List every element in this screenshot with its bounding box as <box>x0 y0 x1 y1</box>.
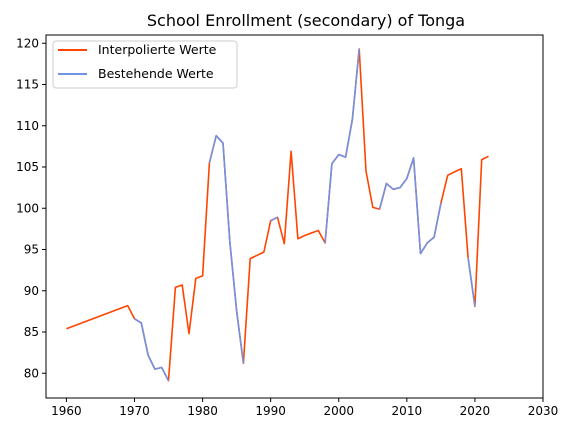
legend-box <box>52 40 238 89</box>
plot-frame <box>45 34 544 399</box>
x-tick-label: 1990 <box>255 404 286 418</box>
legend: Interpolierte Werte Bestehende Werte <box>52 40 238 89</box>
series-line-existing <box>134 318 170 382</box>
y-tick-label: 90 <box>24 284 39 298</box>
y-tick-label: 100 <box>16 201 39 215</box>
series-line-existing <box>208 134 245 364</box>
series-line-existing <box>270 216 278 222</box>
x-tick-label: 2030 <box>528 404 559 418</box>
y-tick-label: 80 <box>24 366 39 380</box>
y-tick-label: 120 <box>16 36 39 50</box>
x-tick-label: 2020 <box>460 404 491 418</box>
y-tick-label: 85 <box>24 325 39 339</box>
series-line-existing <box>324 48 360 243</box>
y-tick-label: 110 <box>16 119 39 133</box>
chart-title: School Enrollment (secondary) of Tonga <box>147 11 465 30</box>
y-tick-label: 105 <box>16 160 39 174</box>
y-tick-label: 115 <box>16 78 39 92</box>
series-line-existing <box>378 157 442 255</box>
series-line-interpolated <box>66 48 489 382</box>
series-line-existing <box>467 257 476 307</box>
plot-lines <box>66 48 489 382</box>
x-tick-label: 2000 <box>323 404 354 418</box>
y-tick-label: 95 <box>24 243 39 257</box>
legend-label-existing: Bestehende Werte <box>98 66 214 81</box>
x-tick-label: 1980 <box>187 404 218 418</box>
x-tick-label: 1970 <box>119 404 150 418</box>
legend-label-interpolated: Interpolierte Werte <box>98 42 217 57</box>
y-axis: 80 85 90 95 100 105 110 115 120 <box>16 36 46 380</box>
x-tick-label: 1960 <box>51 404 82 418</box>
x-tick-label: 2010 <box>392 404 423 418</box>
x-axis: 1960 1970 1980 1990 2000 2010 2020 2030 <box>51 398 558 418</box>
